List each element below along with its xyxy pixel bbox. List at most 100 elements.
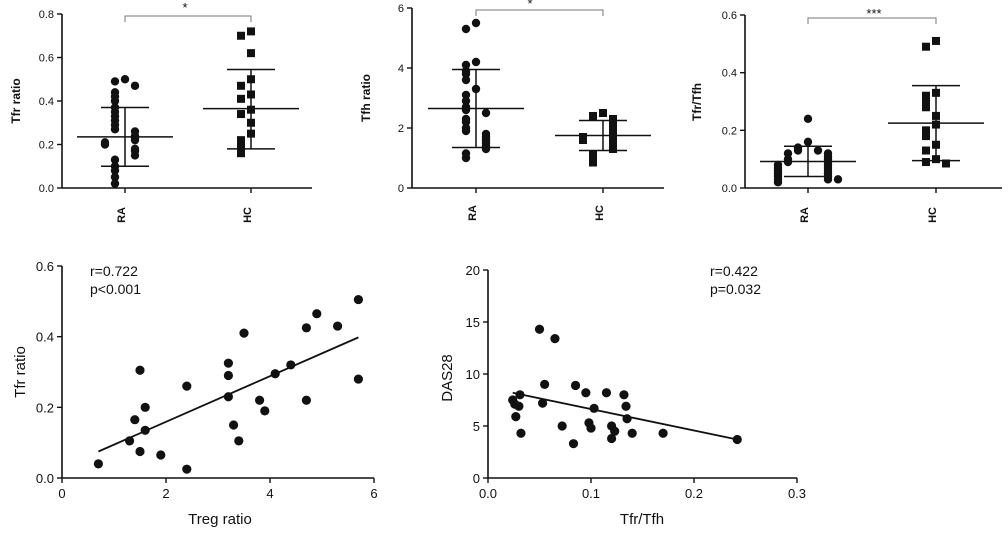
data-point-hc <box>247 90 255 99</box>
correlation-r-label: r=0.422 <box>710 263 758 279</box>
data-point-hc <box>922 103 930 112</box>
y-axis-label: Tfh ratio <box>359 74 373 122</box>
y-tick-label: 10 <box>466 367 480 382</box>
data-point-ra <box>471 57 481 67</box>
y-tick-label: 0.2 <box>39 140 54 152</box>
y-tick-label: 0.0 <box>39 183 54 195</box>
y-tick-label: 6 <box>398 3 404 15</box>
category-label-hc: HC <box>242 207 254 223</box>
y-tick-label: 0.6 <box>722 10 737 22</box>
data-point <box>610 426 620 436</box>
y-tick-label: 0.4 <box>39 96 54 108</box>
data-point-ra <box>773 178 783 187</box>
y-tick-label: 2 <box>398 123 404 135</box>
data-point <box>125 436 135 446</box>
data-point-hc <box>237 31 245 40</box>
data-point-hc <box>932 155 940 164</box>
data-point <box>182 381 192 391</box>
data-point <box>621 401 631 411</box>
significance-label: *** <box>866 6 881 21</box>
data-point <box>514 401 524 411</box>
data-point <box>586 423 596 433</box>
y-axis-label: DAS28 <box>439 354 456 402</box>
data-point-hc <box>579 136 587 144</box>
data-point-hc <box>237 136 245 145</box>
data-point-hc <box>922 126 930 135</box>
data-point-ra <box>461 126 471 136</box>
data-point <box>732 434 742 445</box>
data-point-ra <box>110 172 120 182</box>
data-point-hc <box>932 88 940 97</box>
data-point <box>511 412 521 422</box>
significance-bracket <box>807 17 937 24</box>
data-point-hc <box>589 112 597 120</box>
data-point-hc <box>932 140 940 149</box>
data-point-ra <box>461 60 471 70</box>
data-point-hc <box>922 146 930 155</box>
y-tick-label: 0.0 <box>36 471 54 486</box>
x-axis-label: Treg ratio <box>188 511 252 528</box>
x-tick-label: 4 <box>266 486 273 501</box>
data-point-ra <box>823 175 833 184</box>
y-tick-label: 0.2 <box>36 400 54 415</box>
correlation-r-label: r=0.722 <box>90 263 138 279</box>
data-point-ra <box>461 117 471 127</box>
data-point-hc <box>237 81 245 90</box>
data-point <box>589 403 599 413</box>
y-tick-label: 0.4 <box>722 68 737 80</box>
category-label-ra: RA <box>467 205 479 221</box>
data-point-ra <box>803 137 813 147</box>
data-point-ra <box>471 84 481 94</box>
data-point-hc <box>589 158 597 167</box>
x-tick-label: 0.2 <box>685 486 703 501</box>
data-point <box>333 321 343 331</box>
data-point-hc <box>922 132 930 141</box>
panel-tfr-tfh-vs-das28-scatter: DAS28 Tfr/Tfh 0 5 10 15 20 0.0 0.1 0.2 0.3 r=0.… <box>439 263 806 528</box>
data-point-ra <box>783 149 793 158</box>
data-point <box>140 402 150 412</box>
data-point <box>540 379 550 389</box>
data-point-hc <box>237 110 245 119</box>
y-tick-label: 0.6 <box>39 53 54 65</box>
data-point <box>658 428 668 438</box>
data-point <box>260 406 270 416</box>
data-point-ra <box>813 146 823 155</box>
category-label-hc: HC <box>594 205 606 221</box>
data-point <box>135 446 145 457</box>
data-point-hc <box>599 109 607 117</box>
data-point-hc <box>922 97 930 106</box>
y-tick-label: 0.0 <box>722 183 737 195</box>
data-point-ra <box>461 96 471 106</box>
data-point-ra <box>110 96 120 106</box>
data-point-hc <box>589 154 597 162</box>
data-point <box>353 374 363 384</box>
panel-tfh-ratio-group-plot: Tfh ratio 0 2 4 6 RA HC * <box>359 0 664 221</box>
data-point-ra <box>110 179 120 188</box>
data-point-ra <box>481 108 491 118</box>
data-point-ra <box>461 90 471 100</box>
data-point-hc <box>247 118 255 127</box>
x-tick-label: 0.1 <box>582 486 600 501</box>
data-point-hc <box>237 144 245 153</box>
data-point-ra <box>130 135 140 145</box>
data-point-ra <box>783 157 793 167</box>
y-tick-label: 0.6 <box>36 259 54 274</box>
data-point <box>140 425 150 435</box>
data-point <box>182 464 192 474</box>
data-point <box>534 324 545 334</box>
data-point-ra <box>481 144 491 154</box>
data-point <box>627 428 637 438</box>
data-point <box>568 439 579 449</box>
data-point-ra <box>471 18 481 28</box>
data-point-ra <box>100 140 110 149</box>
significance-bracket <box>475 9 604 16</box>
data-point-hc <box>237 140 245 149</box>
data-point-ra <box>110 125 120 134</box>
data-point-hc <box>942 159 950 168</box>
data-point <box>515 390 525 400</box>
data-point-hc <box>932 111 940 120</box>
data-point-ra <box>833 175 843 184</box>
data-point-hc <box>247 49 255 58</box>
data-point <box>301 395 311 405</box>
